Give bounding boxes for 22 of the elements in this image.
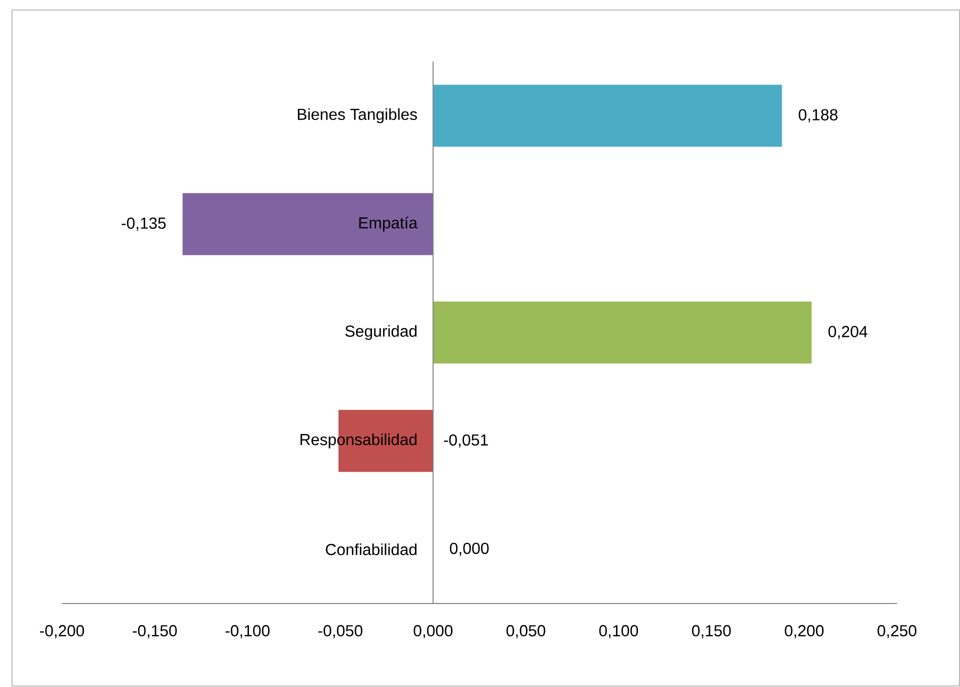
x-tick-label: 0,000 [414, 625, 452, 638]
y-tick-label: Confiabilidad [326, 543, 417, 556]
data-label: 0,188 [798, 109, 838, 122]
x-tick-label: 0,050 [506, 625, 546, 638]
x-tick-label: 0,100 [599, 625, 638, 638]
x-tick-label: -0,200 [40, 625, 84, 638]
x-tick-label: -0,150 [132, 625, 177, 638]
x-tick-label: 0,150 [692, 625, 731, 638]
data-label: -0,051 [444, 434, 488, 448]
bar [433, 302, 812, 364]
x-tick-label: -0,100 [226, 625, 270, 638]
bar [433, 84, 782, 147]
y-tick-label: Bienes Tangibles [298, 108, 417, 124]
bar [182, 193, 434, 256]
x-tick-label: -0,050 [318, 625, 362, 638]
data-label: 0,204 [828, 326, 868, 340]
y-tick-label: Seguridad [345, 325, 417, 340]
x-tick-label: 0,250 [878, 625, 916, 638]
data-label: 0,000 [450, 542, 489, 556]
data-label: -0,135 [122, 218, 166, 231]
x-tick-label: 0,200 [784, 625, 824, 638]
y-tick-label: Empatía [359, 216, 418, 232]
